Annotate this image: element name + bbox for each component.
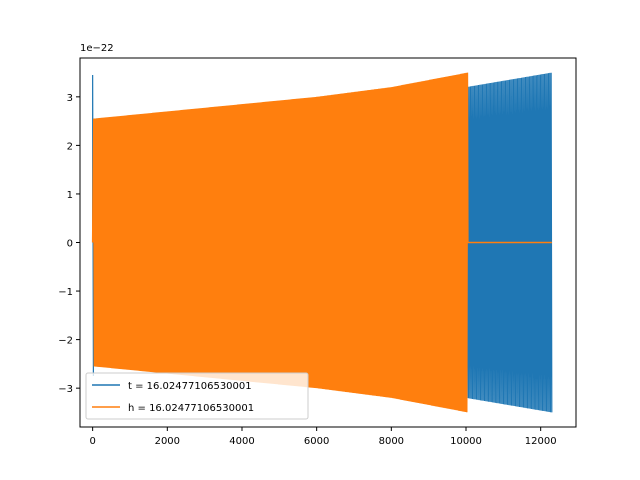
legend: t = 16.02477106530001 h = 16.02477106530… <box>85 372 309 420</box>
y-tick-label: 1 <box>67 190 73 201</box>
y-tick-label: 0 <box>67 239 73 250</box>
y-tick-label: 3 <box>67 93 73 104</box>
series-h-line <box>91 72 552 413</box>
y-tick-label: −1 <box>58 287 73 298</box>
legend-label-t: t = 16.02477106530001 <box>128 381 252 392</box>
y-scale-label: 1e−22 <box>80 43 114 54</box>
x-tick-label: 6000 <box>304 436 329 447</box>
x-tick-label: 4000 <box>229 436 254 447</box>
y-tick-label: −2 <box>58 336 73 347</box>
series-layer <box>91 72 553 413</box>
axes-layer: 0 2000 4000 6000 8000 10000 12000 −3 −2 −1 0 1 2 3 <box>58 93 556 447</box>
x-tick-label: 10000 <box>450 436 482 447</box>
x-tick-label: 8000 <box>379 436 404 447</box>
series-h <box>91 72 552 413</box>
y-tick-label: −3 <box>58 384 73 395</box>
x-tick-label: 12000 <box>525 436 557 447</box>
x-tick-label: 0 <box>89 436 95 447</box>
legend-label-h: h = 16.02477106530001 <box>128 403 254 414</box>
x-tick-label: 2000 <box>155 436 180 447</box>
y-tick-label: 2 <box>67 141 73 152</box>
legend-box <box>85 372 309 420</box>
